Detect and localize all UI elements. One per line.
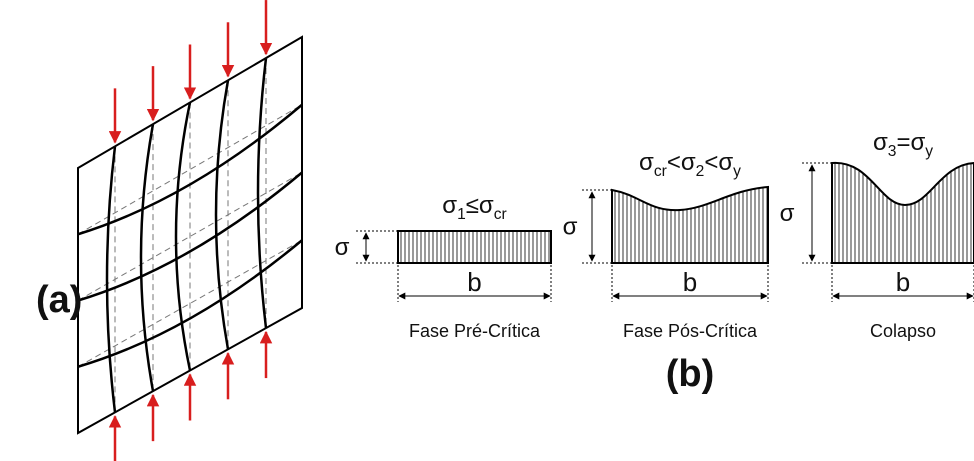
subscript: 3 — [888, 143, 897, 160]
symbol: σ — [873, 129, 888, 156]
deformed-line — [107, 146, 115, 412]
deformed-line — [258, 58, 266, 328]
width-label: b — [683, 267, 697, 297]
stress-label: σ — [780, 200, 795, 227]
subscript: y — [733, 163, 741, 180]
stage-caption: Fase Pós-Crítica — [623, 321, 758, 341]
subscript: y — [925, 143, 933, 160]
deformed-line — [141, 124, 153, 391]
stage-caption: Colapso — [870, 321, 936, 341]
symbol: σ — [563, 214, 578, 241]
symbol: ≤σ — [466, 192, 494, 219]
symbol: σ — [335, 234, 350, 261]
symbol: σ — [639, 149, 654, 176]
panel-label: (b) — [666, 353, 715, 395]
subscript: 2 — [696, 163, 705, 180]
stress-outline — [612, 187, 768, 263]
subscript: cr — [494, 206, 507, 223]
figure: (a) (b) σ1≤σcrσbFase Pré-Críticaσcr<σ2<σ… — [0, 0, 974, 461]
stress-label: σ — [335, 234, 350, 261]
symbol: σ — [442, 192, 457, 219]
stage-caption: Fase Pré-Crítica — [409, 321, 541, 341]
symbol: <σ — [704, 149, 733, 176]
panel-label: (a) — [36, 279, 82, 321]
stress-label: σ — [563, 214, 578, 241]
width-label: b — [467, 267, 481, 297]
symbol: =σ — [896, 129, 925, 156]
symbol: <σ — [667, 149, 696, 176]
deformed-line — [216, 80, 228, 349]
subscript: cr — [654, 163, 667, 180]
width-label: b — [896, 267, 910, 297]
stress-label: σ1≤σcr — [442, 192, 506, 223]
subscript: 1 — [457, 206, 466, 223]
symbol: σ — [780, 200, 795, 227]
stress-label: σ3=σy — [873, 129, 933, 160]
deformed-line — [176, 103, 190, 371]
stress-label: σcr<σ2<σy — [639, 149, 741, 180]
buckled-plate — [78, 0, 302, 461]
